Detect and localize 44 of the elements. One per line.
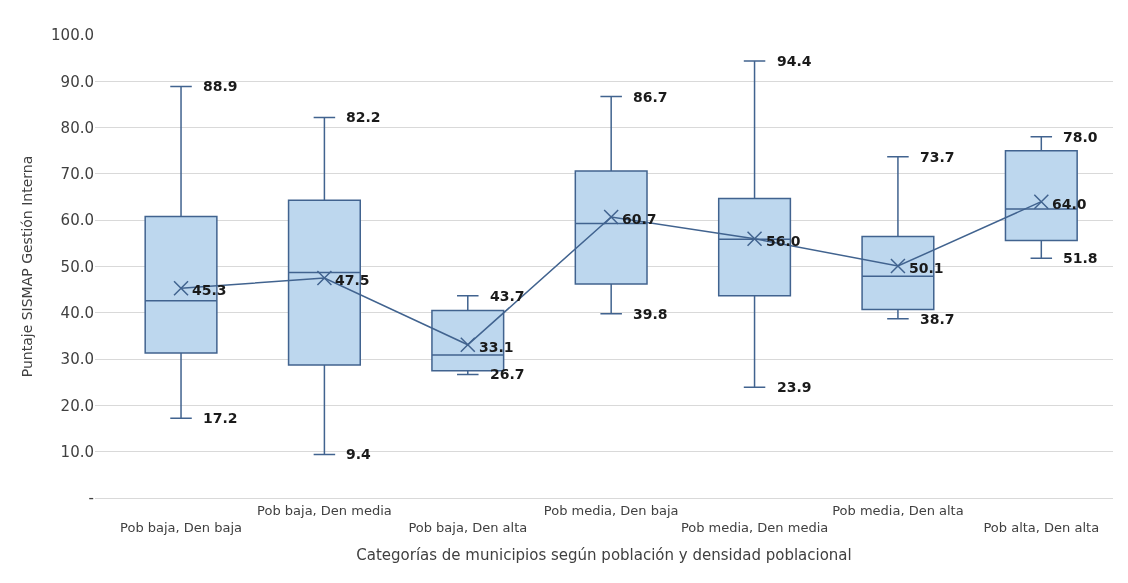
annotation: 51.8 — [1063, 250, 1098, 266]
x-tick-label: Pob media, Den alta — [832, 502, 964, 518]
x-tick-label: Pob baja, Den media — [257, 502, 392, 518]
x-tick-label: Pob baja, Den baja — [120, 519, 243, 535]
annotation: 38.7 — [920, 311, 955, 327]
x-tick-label: Pob baja, Den alta — [408, 519, 528, 535]
y-tick-label: 100.0 — [51, 26, 94, 45]
annotation: 23.9 — [777, 379, 812, 395]
annotation: 78.0 — [1063, 129, 1098, 145]
x-axis-title: Categorías de municipios según población y densidad poblacional — [356, 545, 852, 564]
annotation: 88.9 — [203, 78, 238, 94]
annotation: 45.3 — [192, 282, 227, 298]
annotation: 39.8 — [633, 306, 668, 322]
annotation: 82.2 — [346, 109, 381, 125]
annotation: 60.7 — [622, 211, 657, 227]
point — [890, 258, 906, 274]
y-tick-label: 80.0 — [60, 118, 94, 137]
annotation: 43.7 — [490, 288, 525, 304]
annotation: 94.4 — [777, 53, 812, 69]
point — [316, 270, 333, 286]
point — [1033, 193, 1050, 210]
x-tick-label: Pob media, Den baja — [543, 502, 679, 518]
annotation: 73.7 — [920, 149, 955, 165]
y-tick-label: 70.0 — [60, 165, 94, 184]
y-tick-label: 10.0 — [60, 442, 94, 461]
y-axis-title: Puntaje SISMAP Gestión Interna — [18, 155, 35, 378]
y-tick-label: 20.0 — [60, 396, 94, 415]
y-tick-label: 90.0 — [60, 72, 94, 91]
point — [746, 230, 763, 247]
annotation: 86.7 — [633, 89, 668, 105]
annotation: 26.7 — [490, 366, 525, 382]
point — [173, 280, 189, 297]
y-tick-label: 40.0 — [60, 304, 94, 323]
y-tick-label: - — [88, 489, 94, 508]
point — [603, 209, 619, 225]
y-tick-label: 30.0 — [60, 350, 94, 369]
point — [460, 337, 476, 353]
y-tick-label: 60.0 — [60, 211, 94, 230]
y-tick-label: 50.0 — [60, 257, 94, 276]
x-tick-label: Pob media, Den media — [680, 519, 829, 535]
annotation: 17.2 — [203, 410, 238, 426]
x-tick-label: Pob alta, Den alta — [983, 519, 1100, 535]
annotation: 64.0 — [1052, 196, 1087, 212]
annotation: 9.4 — [346, 446, 372, 462]
